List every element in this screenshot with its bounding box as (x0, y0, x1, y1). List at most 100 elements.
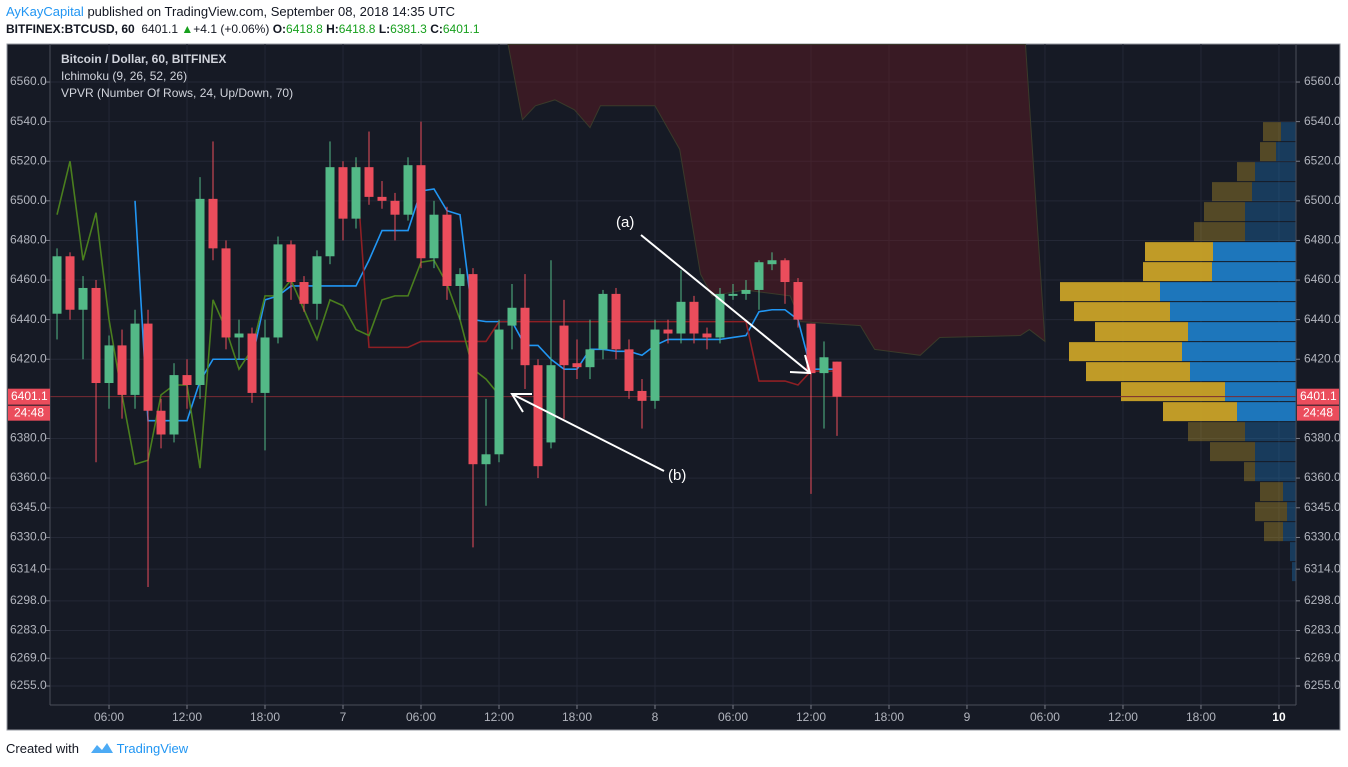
x-tick-label: 06:00 (406, 710, 436, 724)
candle-body (312, 256, 322, 304)
last-price-tag (8, 388, 50, 405)
vpvr-up (1237, 402, 1296, 422)
y-tick-label: 6520.0 (1304, 153, 1341, 167)
candle-body (637, 390, 647, 401)
vpvr-up (1276, 142, 1296, 162)
annotation-arrow (640, 234, 811, 374)
vpvr-down (1145, 242, 1213, 262)
candle-body (663, 329, 673, 334)
candle-body (143, 323, 153, 411)
y-tick-label: 6269.0 (1304, 650, 1341, 664)
x-tick-label: 06:00 (718, 710, 748, 724)
y-tick-label: 6360.0 (10, 470, 47, 484)
y-tick-label: 6283.0 (1304, 623, 1341, 637)
last-price-tag (1297, 388, 1339, 405)
legend-indicator: VPVR (Number Of Rows, 24, Up/Down, 70) (61, 86, 293, 100)
vpvr-up (1190, 362, 1296, 382)
candle-body (65, 256, 75, 310)
vpvr-up (1212, 262, 1296, 282)
y-tick-label: 6380.0 (10, 431, 47, 445)
grid (50, 44, 1296, 705)
candle-body (91, 287, 101, 384)
vpvr-down (1263, 122, 1281, 142)
ohlc-value: 6401.1 (442, 22, 480, 36)
y-tick-label: 6560.0 (1304, 74, 1341, 88)
y-tick-label: 6345.0 (10, 500, 47, 514)
vpvr-down (1060, 282, 1160, 302)
candle-body (754, 262, 764, 290)
candle-body (325, 167, 335, 257)
y-tick-label: 6420.0 (10, 351, 47, 365)
y-tick-label: 6269.0 (10, 650, 47, 664)
plot-area (50, 44, 1296, 587)
vpvr-up (1255, 442, 1296, 462)
candle-body (377, 196, 387, 201)
footer: Created with TradingView (6, 741, 188, 756)
annotation-label: (a) (616, 214, 634, 231)
x-tick-label: 18:00 (1186, 710, 1216, 724)
last-price-label: 6401.1 (11, 389, 48, 403)
y-tick-label: 6314.0 (10, 561, 47, 575)
candle-body (273, 244, 283, 338)
vpvr-down (1210, 442, 1255, 462)
annotation-b: (b) (510, 393, 686, 484)
candle-body (468, 274, 478, 465)
y-tick-label: 6520.0 (10, 153, 47, 167)
y-tick-label: 6440.0 (10, 312, 47, 326)
y-tick-label: 6540.0 (1304, 114, 1341, 128)
candle-body (806, 323, 816, 374)
candle-body (494, 329, 504, 455)
vpvr-up (1252, 182, 1296, 202)
vpvr-up (1255, 462, 1296, 482)
y-tick-label: 6283.0 (10, 623, 47, 637)
author[interactable]: AyKayCapital (6, 4, 84, 19)
candle-body (52, 256, 62, 314)
y-tick-label: 6500.0 (1304, 193, 1341, 207)
ohlc-value: 6418.8 (338, 22, 376, 36)
ohlc-value: 6418.8 (286, 22, 323, 36)
vpvr-up (1245, 202, 1296, 222)
vpvr-down (1264, 522, 1283, 542)
candle-body (559, 325, 569, 366)
candle-body (182, 375, 192, 385)
candle-body (351, 167, 361, 219)
candle-body (299, 282, 309, 304)
annotation-arrowhead (510, 393, 532, 413)
ohlc-label: O: (272, 22, 287, 36)
annotation-arrow (511, 393, 665, 472)
footer-brand[interactable]: TradingView (116, 741, 189, 756)
candle-body (793, 282, 803, 320)
candle-body (130, 323, 140, 395)
x-tick-label: 9 (964, 710, 971, 724)
candle-body (832, 361, 842, 397)
x-tick-label: 18:00 (874, 710, 904, 724)
y-tick-label: 6460.0 (1304, 272, 1341, 286)
vpvr-down (1069, 342, 1182, 362)
candle-body (221, 248, 231, 338)
y-tick-label: 6255.0 (10, 678, 47, 692)
countdown-label: 24:48 (14, 405, 44, 419)
vpvr-down (1143, 262, 1212, 282)
y-tick-label: 6420.0 (1304, 351, 1341, 365)
y-tick-label: 6298.0 (1304, 593, 1341, 607)
indicator-line (355, 163, 837, 386)
vpvr-up (1283, 522, 1296, 542)
vpvr-up (1287, 502, 1296, 522)
y-tick-label: 6330.0 (10, 530, 47, 544)
y-tick-label: 6460.0 (10, 272, 47, 286)
y-tick-label: 6380.0 (1304, 431, 1341, 445)
candle-body (156, 410, 166, 435)
x-tick-label: 12:00 (796, 710, 826, 724)
vpvr-down (1212, 182, 1252, 202)
x-tick-label: 06:00 (94, 710, 124, 724)
vpvr-down (1260, 142, 1276, 162)
candle-body (533, 365, 543, 467)
footer-text: Created with (6, 741, 79, 756)
annotation-arrowhead (789, 354, 812, 375)
vpvr-down (1086, 362, 1190, 382)
annotation-label: (b) (668, 467, 686, 484)
vpvr-up (1182, 342, 1296, 362)
vpvr-up (1292, 562, 1296, 582)
